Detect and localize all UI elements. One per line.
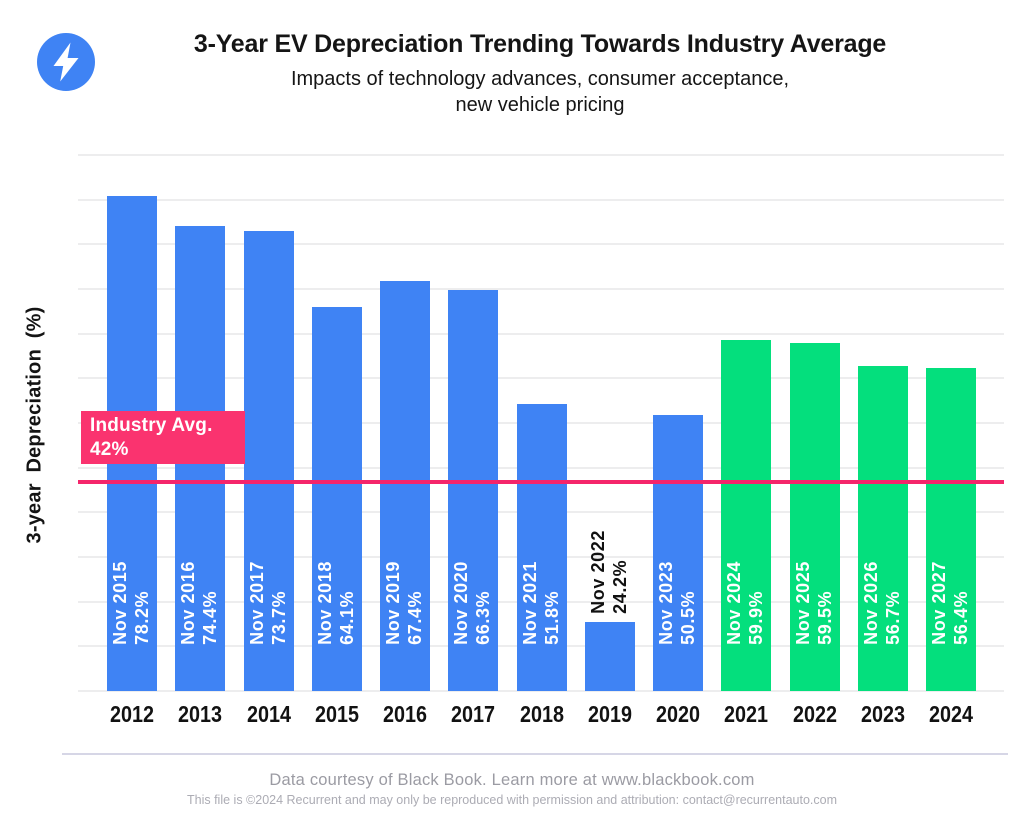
chart-plot: Industry Avg. 42% Nov 2015 78.2% Nov 2016 7… <box>78 154 1004 692</box>
x-axis-label-2015: 2015 <box>314 701 359 727</box>
bar-nov-2021 <box>516 404 567 691</box>
bar-label-nov-2022: Nov 2022 24.2% <box>585 530 635 614</box>
x-axis-label-2021: 2021 <box>724 701 769 727</box>
x-axis-label-2012: 2012 <box>109 701 154 727</box>
header: 3-Year EV Depreciation Trending Towards … <box>56 30 1024 119</box>
bar-label-value: 24.2% <box>609 560 630 615</box>
gridline <box>78 154 1004 156</box>
gridline <box>78 198 1004 201</box>
industry-average-label-text: Industry Avg. <box>90 414 213 436</box>
x-axis-label-2013: 2013 <box>178 701 223 727</box>
x-axis-label-2017: 2017 <box>451 701 496 727</box>
bar-label-date: Nov 2027 <box>929 561 950 645</box>
bar-label-date: Nov 2018 <box>314 561 335 645</box>
gridline <box>78 243 1004 246</box>
bar-label-nov-2027: Nov 2027 56.4% <box>926 561 976 645</box>
footer-divider <box>62 753 1008 755</box>
bar-label-date: Nov 2026 <box>860 561 881 645</box>
bar-nov-2018 <box>311 307 362 691</box>
bar-label-nov-2026: Nov 2026 56.7% <box>858 561 908 645</box>
gridline <box>78 332 1004 335</box>
bar-label-nov-2020: Nov 2020 66.3% <box>448 561 498 645</box>
bar-nov-2025 <box>789 343 840 691</box>
y-axis-title: 3-year Depreciation (%) <box>23 306 46 544</box>
gridline <box>78 690 1004 692</box>
bar-nov-2020 <box>448 289 499 691</box>
footer-credit: Data courtesy of Black Book. Learn more … <box>269 771 755 789</box>
x-axis-label-2019: 2019 <box>587 701 632 727</box>
bar-nov-2027 <box>926 367 976 691</box>
bar-label-value: 66.3% <box>473 590 494 645</box>
bar-nov-2023 <box>653 414 703 691</box>
bar-label-nov-2024: Nov 2024 59.9% <box>721 561 771 645</box>
bar-nov-2026 <box>857 365 908 691</box>
page-subtitle-line1: Impacts of technology advances, consumer… <box>290 68 790 90</box>
gridline <box>78 288 1004 290</box>
industry-average-label-value: 42% <box>90 439 129 461</box>
x-axis: 2012 2013 2014 2015 2016 2017 2018 2019 2020 2021… <box>0 701 1024 727</box>
x-axis-label-2023: 2023 <box>860 701 905 727</box>
bar-label-date: Nov 2016 <box>178 561 199 645</box>
bar-label-date: Nov 2020 <box>451 561 472 645</box>
bar-label-value: 67.4% <box>405 590 425 645</box>
bar-nov-2024 <box>721 340 772 691</box>
bar-nov-2019 <box>380 281 430 691</box>
lightning-bolt-icon <box>37 33 95 91</box>
page-title: 3-Year EV Depreciation Trending Towards … <box>193 30 887 58</box>
bar-label-date: Nov 2024 <box>724 561 745 645</box>
bar-label-value: 59.5% <box>814 590 835 645</box>
bar-label-nov-2017: Nov 2017 73.7% <box>244 561 294 645</box>
bar-label-date: Nov 2017 <box>246 561 267 645</box>
bar-nov-2022 <box>584 622 635 691</box>
bar-label-value: 73.7% <box>268 590 289 645</box>
bar-label-value: 78.2% <box>132 590 152 645</box>
bar-label-nov-2018: Nov 2018 64.1% <box>312 561 362 645</box>
bar-label-nov-2016: Nov 2016 74.4% <box>175 561 225 645</box>
bar-label-value: 59.9% <box>746 590 767 645</box>
bar-label-date: Nov 2023 <box>656 561 677 645</box>
bar-label-date: Nov 2022 <box>587 530 608 615</box>
bar-label-date: Nov 2015 <box>110 561 131 645</box>
gridline <box>78 377 1004 380</box>
bar-label-value: 51.8% <box>541 590 562 645</box>
industry-average-line <box>78 479 1004 484</box>
bar-label-value: 56.4% <box>951 590 971 645</box>
bar-label-value: 56.7% <box>882 590 903 645</box>
page-subtitle-line2: new vehicle pricing <box>455 94 625 117</box>
bar-label-nov-2023: Nov 2023 50.5% <box>653 561 703 645</box>
bar-label-nov-2015: Nov 2015 78.2% <box>107 561 157 645</box>
bar-label-nov-2021: Nov 2021 51.8% <box>517 561 567 645</box>
bar-label-nov-2019: Nov 2019 67.4% <box>380 561 430 645</box>
x-axis-label-2016: 2016 <box>382 701 427 727</box>
x-axis-label-2024: 2024 <box>928 701 973 727</box>
bar-label-value: 64.1% <box>336 590 357 645</box>
x-axis-label-2018: 2018 <box>519 701 564 727</box>
bar-nov-2017 <box>243 231 294 691</box>
industry-average-label: Industry Avg. 42% <box>81 410 245 464</box>
recurrent-logo <box>37 33 95 91</box>
page-subtitle: Impacts of technology advances, consumer… <box>56 66 1024 119</box>
x-axis-label-2022: 2022 <box>792 701 837 727</box>
bar-label-date: Nov 2025 <box>792 561 813 645</box>
x-axis-label-2014: 2014 <box>246 701 291 727</box>
bar-label-value: 74.4% <box>200 590 221 645</box>
bar-label-value: 50.5% <box>678 590 698 645</box>
bar-label-date: Nov 2019 <box>383 561 404 645</box>
footer-copyright: This file is ©2024 Recurrent and may onl… <box>187 793 837 807</box>
bar-label-nov-2025: Nov 2025 59.5% <box>790 561 840 645</box>
x-axis-label-2020: 2020 <box>655 701 700 727</box>
bar-label-date: Nov 2021 <box>519 561 540 645</box>
